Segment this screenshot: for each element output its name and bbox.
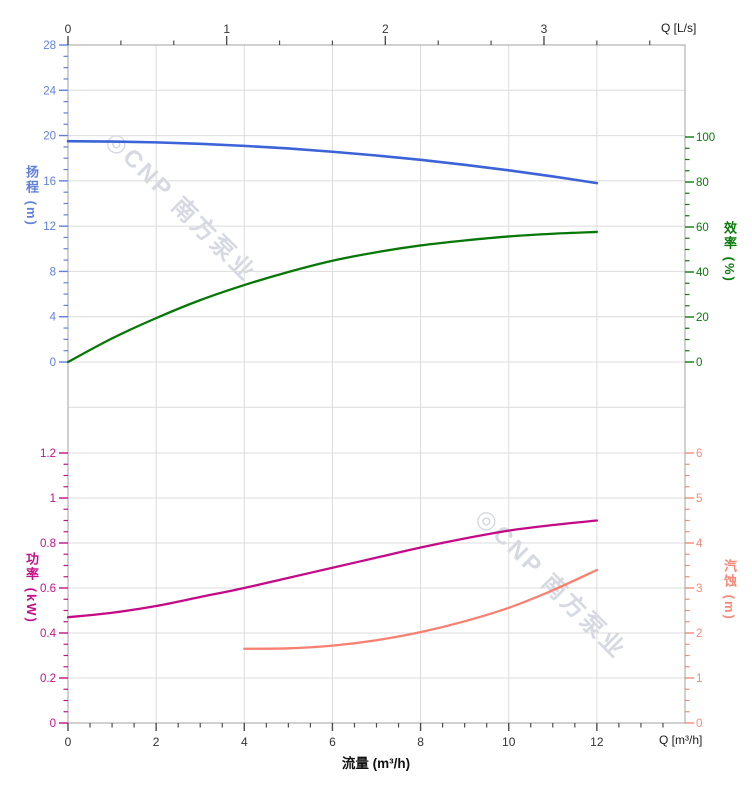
gridlines bbox=[68, 45, 685, 723]
svg-text:12: 12 bbox=[590, 735, 604, 749]
svg-text:4: 4 bbox=[241, 735, 248, 749]
npsh-axis-title: 汽蚀 (m) bbox=[722, 559, 737, 621]
svg-text:20: 20 bbox=[696, 312, 709, 324]
svg-text:60: 60 bbox=[696, 222, 709, 234]
svg-text:1: 1 bbox=[696, 673, 702, 685]
npsh-axis-ticks: 6 5 4 3 2 1 0 bbox=[685, 448, 703, 730]
svg-text:1: 1 bbox=[223, 22, 230, 36]
efficiency-axis-ticks: 100 80 60 40 20 0 bbox=[685, 132, 715, 369]
svg-text:40: 40 bbox=[696, 267, 709, 279]
svg-text:0: 0 bbox=[65, 22, 72, 36]
svg-text:8: 8 bbox=[417, 735, 424, 749]
svg-text:16: 16 bbox=[43, 176, 56, 188]
svg-text:0: 0 bbox=[50, 357, 56, 369]
svg-text:0.6: 0.6 bbox=[40, 583, 56, 595]
svg-text:20: 20 bbox=[43, 131, 56, 143]
svg-text:0: 0 bbox=[50, 718, 56, 730]
svg-text:3: 3 bbox=[541, 22, 548, 36]
power-curve bbox=[66, 519, 599, 619]
svg-text:0: 0 bbox=[696, 718, 702, 730]
efficiency-curve bbox=[66, 230, 599, 364]
svg-text:4: 4 bbox=[50, 312, 57, 324]
flow-axis-title: 流量 (m³/h) bbox=[341, 756, 411, 771]
svg-text:0: 0 bbox=[65, 735, 72, 749]
head-curve bbox=[66, 139, 599, 185]
svg-text:6: 6 bbox=[696, 448, 702, 460]
svg-text:10: 10 bbox=[502, 735, 516, 749]
svg-text:0: 0 bbox=[696, 357, 702, 369]
svg-text:28: 28 bbox=[43, 40, 56, 52]
svg-text:8: 8 bbox=[50, 266, 56, 278]
flow-axis-bottom-ticks: 0 2 4 6 8 10 12 bbox=[65, 723, 664, 749]
svg-text:0.8: 0.8 bbox=[40, 538, 56, 550]
efficiency-axis-title: 效率 (%) bbox=[722, 221, 737, 283]
svg-text:5: 5 bbox=[696, 493, 702, 505]
svg-text:2: 2 bbox=[696, 628, 702, 640]
svg-text:4: 4 bbox=[696, 538, 703, 550]
flow-unit-top-label: Q [L/s] bbox=[661, 21, 697, 35]
power-axis-ticks: 1.2 1 0.8 0.6 0.4 0.2 0 bbox=[40, 448, 68, 730]
svg-text:2: 2 bbox=[382, 22, 389, 36]
svg-text:2: 2 bbox=[153, 735, 160, 749]
flow-unit-bottom-label: Q [m³/h] bbox=[659, 733, 703, 747]
svg-text:1.2: 1.2 bbox=[40, 448, 56, 460]
svg-text:0.4: 0.4 bbox=[40, 628, 57, 640]
svg-text:80: 80 bbox=[696, 177, 709, 189]
flow-axis-top-ticks: 0 1 2 3 bbox=[65, 22, 651, 45]
svg-text:0.2: 0.2 bbox=[40, 673, 56, 685]
svg-text:24: 24 bbox=[43, 85, 56, 97]
svg-text:100: 100 bbox=[696, 132, 715, 144]
svg-text:3: 3 bbox=[696, 583, 702, 595]
npsh-curve bbox=[243, 568, 599, 650]
head-axis-title: 扬程 (m) bbox=[24, 165, 39, 227]
plot-frame bbox=[67, 44, 686, 724]
svg-text:1: 1 bbox=[50, 493, 56, 505]
head-axis-ticks: 28 24 20 16 12 8 4 0 bbox=[43, 40, 68, 369]
svg-text:6: 6 bbox=[329, 735, 336, 749]
svg-text:12: 12 bbox=[43, 221, 56, 233]
power-axis-title: 功率 (kW) bbox=[24, 552, 39, 624]
